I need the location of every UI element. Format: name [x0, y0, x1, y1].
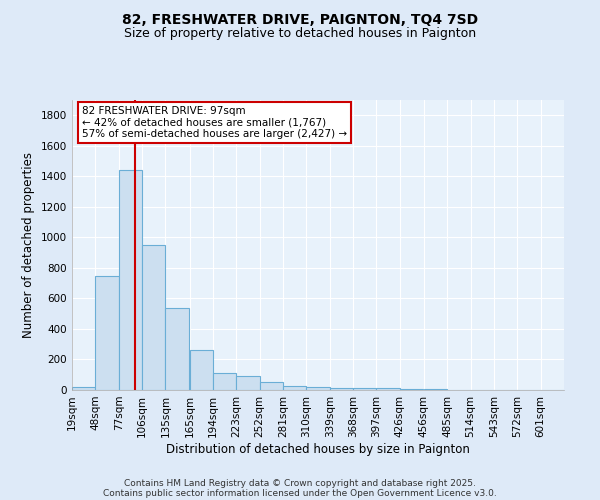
Bar — [260, 382, 283, 390]
Bar — [166, 308, 189, 390]
Bar — [95, 276, 119, 390]
Text: 82, FRESHWATER DRIVE, PAIGNTON, TQ4 7SD: 82, FRESHWATER DRIVE, PAIGNTON, TQ4 7SD — [122, 12, 478, 26]
Text: Contains HM Land Registry data © Crown copyright and database right 2025.: Contains HM Land Registry data © Crown c… — [124, 478, 476, 488]
Bar — [400, 389, 423, 390]
Bar — [353, 388, 376, 390]
Bar — [283, 386, 307, 390]
Bar — [329, 388, 353, 390]
Bar — [376, 388, 400, 390]
Bar — [236, 376, 260, 390]
Bar — [142, 245, 166, 390]
Text: 82 FRESHWATER DRIVE: 97sqm
← 42% of detached houses are smaller (1,767)
57% of s: 82 FRESHWATER DRIVE: 97sqm ← 42% of deta… — [82, 106, 347, 139]
Text: Size of property relative to detached houses in Paignton: Size of property relative to detached ho… — [124, 28, 476, 40]
X-axis label: Distribution of detached houses by size in Paignton: Distribution of detached houses by size … — [166, 442, 470, 456]
Text: Contains public sector information licensed under the Open Government Licence v3: Contains public sector information licen… — [103, 488, 497, 498]
Bar — [119, 170, 142, 390]
Bar — [307, 387, 329, 390]
Bar — [190, 350, 213, 390]
Bar — [213, 373, 236, 390]
Y-axis label: Number of detached properties: Number of detached properties — [22, 152, 35, 338]
Bar — [424, 389, 447, 390]
Bar — [72, 387, 95, 390]
